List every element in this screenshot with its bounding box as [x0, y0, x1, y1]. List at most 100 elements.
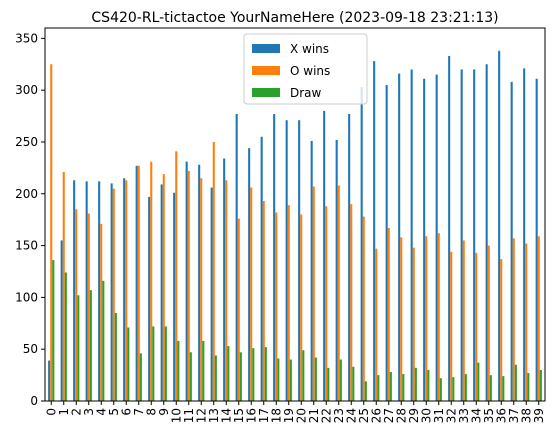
- bar-x-wins-12: [198, 164, 201, 401]
- bar-x-wins-13: [210, 187, 213, 401]
- bar-draw-17: [264, 347, 267, 401]
- x-tick-label: 2: [69, 408, 83, 416]
- bar-x-wins-8: [148, 196, 151, 401]
- x-tick-label: 36: [494, 408, 508, 423]
- bars-group: [48, 50, 542, 402]
- plot-frame: [44, 27, 546, 402]
- bar-x-wins-31: [435, 74, 438, 401]
- bar-o-wins-6: [125, 180, 128, 401]
- bar-draw-26: [377, 375, 380, 401]
- x-tick-label: 19: [282, 408, 296, 423]
- bar-draw-8: [152, 326, 155, 401]
- bar-draw-33: [464, 374, 467, 401]
- bar-x-wins-15: [235, 113, 238, 401]
- bar-x-wins-5: [110, 183, 113, 401]
- y-tick-label: 100: [15, 290, 38, 304]
- x-tick-label: 4: [94, 408, 108, 416]
- bar-o-wins-9: [162, 174, 165, 401]
- bar-o-wins-39: [537, 236, 540, 401]
- bar-o-wins-30: [425, 236, 428, 401]
- legend-label: O wins: [290, 64, 330, 78]
- bar-o-wins-35: [487, 245, 490, 401]
- bar-o-wins-0: [50, 64, 53, 401]
- bar-draw-0: [52, 260, 55, 401]
- bar-draw-24: [352, 366, 355, 401]
- bar-draw-15: [239, 352, 242, 401]
- bar-x-wins-1: [60, 240, 63, 401]
- bar-o-wins-32: [450, 251, 453, 401]
- x-tick-label: 18: [269, 408, 283, 423]
- bar-o-wins-20: [300, 214, 303, 401]
- legend-label: Draw: [290, 86, 322, 100]
- x-tick-label: 6: [119, 408, 133, 416]
- bar-o-wins-12: [200, 178, 203, 401]
- bar-draw-39: [539, 369, 542, 401]
- bar-x-wins-3: [85, 181, 88, 401]
- bar-x-wins-36: [498, 50, 501, 402]
- bar-x-wins-17: [260, 136, 263, 401]
- x-tick-label: 21: [307, 408, 321, 423]
- y-tick-label: 350: [15, 31, 38, 45]
- bar-x-wins-16: [248, 148, 251, 401]
- bar-o-wins-7: [137, 165, 140, 401]
- x-tick-label: 13: [207, 408, 221, 423]
- x-tick-label: 15: [232, 408, 246, 423]
- bar-draw-30: [427, 369, 430, 401]
- bar-draw-10: [177, 340, 180, 401]
- bar-draw-31: [439, 378, 442, 401]
- bar-draw-22: [327, 367, 330, 401]
- bar-draw-28: [402, 374, 405, 401]
- x-tick-label: 8: [144, 408, 158, 416]
- x-tick-label: 17: [257, 408, 271, 423]
- bar-x-wins-27: [385, 84, 388, 401]
- x-tick-label: 3: [82, 408, 96, 416]
- bar-draw-29: [414, 367, 417, 401]
- legend-swatch: [252, 44, 280, 53]
- bar-x-wins-9: [160, 184, 163, 401]
- bar-x-wins-0: [48, 360, 51, 401]
- bar-o-wins-15: [237, 218, 240, 401]
- bar-o-wins-1: [62, 172, 65, 401]
- x-tick-label: 12: [194, 408, 208, 423]
- bar-draw-38: [527, 373, 530, 401]
- bar-o-wins-14: [225, 180, 228, 401]
- x-tick-label: 1: [57, 408, 71, 416]
- bar-x-wins-4: [98, 181, 101, 401]
- bar-o-wins-17: [262, 201, 265, 401]
- bar-o-wins-21: [312, 186, 315, 401]
- bar-x-wins-38: [523, 68, 526, 402]
- bar-draw-25: [364, 381, 367, 401]
- bar-draw-32: [452, 377, 455, 401]
- x-tick-label: 26: [369, 408, 383, 423]
- x-tick-label: 27: [382, 408, 396, 423]
- bar-x-wins-21: [310, 140, 313, 402]
- legend-swatch: [252, 88, 280, 97]
- bar-o-wins-34: [475, 252, 478, 401]
- bar-draw-19: [289, 359, 292, 401]
- x-tick-label: 37: [507, 408, 521, 423]
- bar-o-wins-37: [512, 238, 515, 401]
- bar-o-wins-4: [100, 223, 103, 401]
- bar-o-wins-25: [362, 216, 365, 401]
- bar-x-wins-18: [273, 113, 276, 401]
- bar-draw-21: [314, 357, 317, 401]
- bar-x-wins-39: [535, 78, 538, 402]
- bar-x-wins-29: [410, 69, 413, 401]
- x-tick-label: 28: [394, 408, 408, 423]
- bar-o-wins-36: [500, 259, 503, 401]
- bar-x-wins-7: [135, 165, 138, 401]
- bar-o-wins-16: [250, 187, 253, 401]
- bar-o-wins-18: [275, 212, 278, 401]
- x-tick-label: 20: [294, 408, 308, 423]
- bar-draw-3: [89, 290, 92, 401]
- bar-draw-18: [277, 358, 280, 401]
- chart-title: CS420-RL-tictactoe YourNameHere (2023-09…: [91, 10, 498, 26]
- y-tick-label: 150: [15, 239, 38, 253]
- x-tick-label: 11: [182, 408, 196, 423]
- bar-draw-6: [127, 327, 130, 401]
- legend-label: X wins: [290, 42, 329, 56]
- x-tick-label: 39: [532, 408, 546, 423]
- x-tick-label: 9: [157, 408, 171, 416]
- bar-draw-7: [139, 353, 142, 401]
